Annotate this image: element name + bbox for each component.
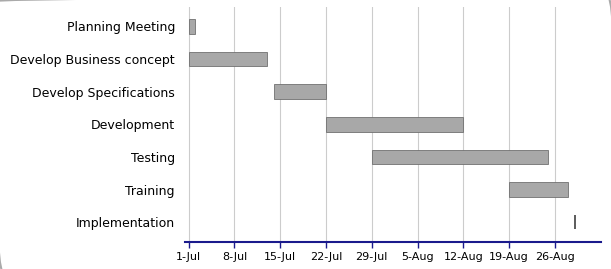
Bar (189, 52, 267, 66)
Bar (326, 117, 463, 132)
Bar (189, 19, 195, 34)
Bar (371, 150, 549, 164)
Bar (274, 84, 326, 99)
Bar (509, 182, 568, 197)
